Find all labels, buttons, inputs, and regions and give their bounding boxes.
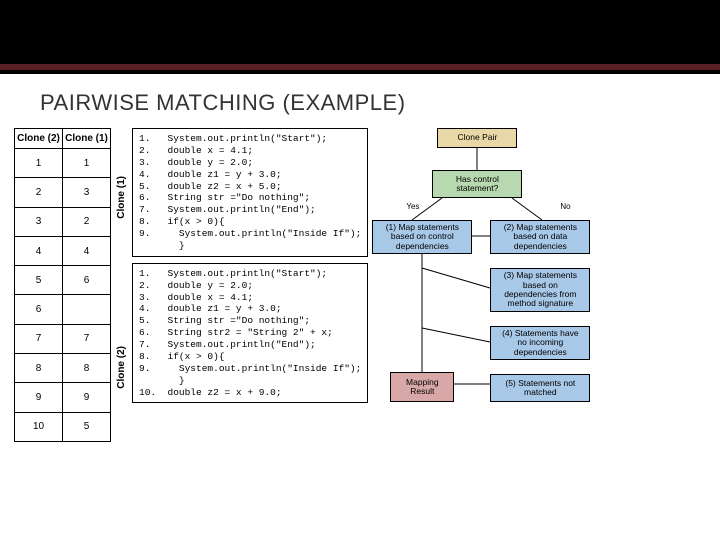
vlabel-clone1: Clone (1)	[115, 176, 128, 219]
table-cell: 4	[63, 236, 111, 265]
table-cell: 2	[63, 207, 111, 236]
col-header-clone2: Clone (2)	[15, 129, 63, 149]
mapping-table: Clone (2) Clone (1) 11233244566778899105	[14, 128, 111, 442]
page-title: PAIRWISE MATCHING (EXAMPLE)	[0, 74, 720, 124]
table-cell: 8	[15, 354, 63, 383]
flow-node-n2: (2) Map statements based on data depende…	[490, 220, 590, 254]
edge-label: No	[560, 202, 570, 211]
code-column: 1. System.out.println("Start"); 2. doubl…	[132, 128, 368, 442]
top-banner	[0, 0, 720, 74]
flow-node-ctrl: Has control statement?	[432, 170, 522, 198]
table-cell: 6	[63, 266, 111, 295]
vlabel-clone2: Clone (2)	[115, 346, 128, 389]
flow-node-n5: (5) Statements not matched	[490, 374, 590, 402]
flowchart: Clone Pair Has control statement? (1) Map …	[372, 128, 602, 442]
flow-node-n4: (4) Statements have no incoming dependen…	[490, 326, 590, 360]
accent-bar	[0, 64, 720, 70]
edge-label: Yes	[406, 202, 419, 211]
table-cell: 1	[63, 149, 111, 178]
table-cell: 7	[63, 324, 111, 353]
col-header-clone1: Clone (1)	[63, 129, 111, 149]
table-cell: 9	[63, 383, 111, 412]
flow-node-n1: (1) Map statements based on control depe…	[372, 220, 472, 254]
table-cell: 6	[15, 295, 63, 324]
table-cell: 3	[15, 207, 63, 236]
table-cell: 5	[63, 412, 111, 441]
content-row: Clone (2) Clone (1) 11233244566778899105…	[0, 124, 720, 442]
table-cell: 5	[15, 266, 63, 295]
table-cell: 10	[15, 412, 63, 441]
table-cell: 4	[15, 236, 63, 265]
table-cell: 9	[15, 383, 63, 412]
table-cell: 1	[15, 149, 63, 178]
flow-node-n3: (3) Map statements based on dependencies…	[490, 268, 590, 312]
table-cell: 7	[15, 324, 63, 353]
table-cell	[63, 295, 111, 324]
flow-node-pair: Clone Pair	[437, 128, 517, 148]
table-cell: 3	[63, 178, 111, 207]
table-cell: 8	[63, 354, 111, 383]
code-block-clone2: 1. System.out.println("Start"); 2. doubl…	[132, 263, 368, 404]
table-cell: 2	[15, 178, 63, 207]
flow-node-res: Mapping Result	[390, 372, 454, 402]
code-block-clone1: 1. System.out.println("Start"); 2. doubl…	[132, 128, 368, 257]
